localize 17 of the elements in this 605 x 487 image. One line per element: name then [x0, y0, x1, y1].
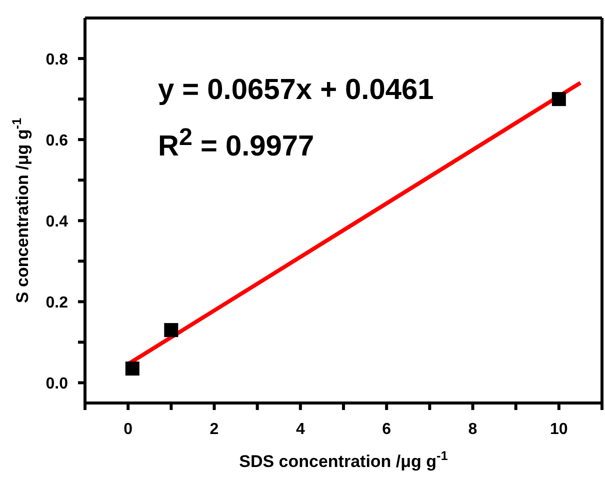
x-tick-label: 10: [550, 421, 568, 438]
annotation: R$^{2}$ = 0.9977: [158, 124, 314, 164]
y-tick-label: 0.6: [46, 132, 68, 150]
point: [125, 362, 140, 376]
y-tick-label: 0.4: [46, 214, 68, 231]
x-tick-label: 4: [296, 421, 305, 438]
point: [164, 323, 178, 338]
y-tick-label: 0.8: [46, 52, 68, 69]
y-tick-label: 0.0: [46, 376, 68, 393]
x-tick-label: 2: [210, 421, 219, 438]
x-axis-title: SDS concentration /μg g$^{-1}$: [239, 448, 448, 471]
x-tick-label: 6: [382, 421, 392, 438]
x-tick-label: 0: [124, 421, 133, 438]
x-tick-label: 8: [468, 421, 478, 438]
y-tick-label: 0.2: [46, 294, 68, 312]
annotation: y = 0.0657x + 0.0461: [158, 74, 434, 107]
point: [552, 92, 566, 106]
